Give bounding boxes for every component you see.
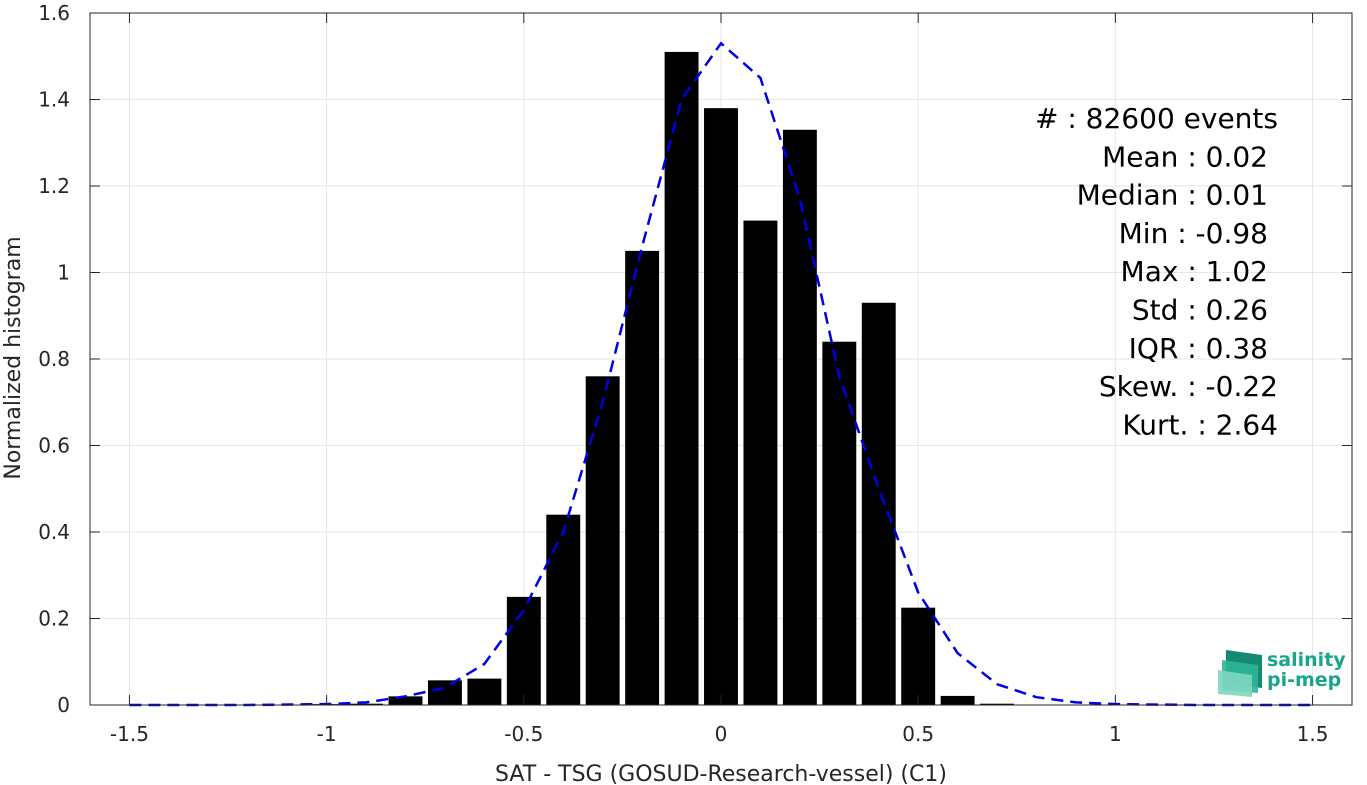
histogram-bar-11 <box>743 220 778 705</box>
x-tick-label-0: -1.5 <box>110 722 149 746</box>
histogram-bar-16 <box>940 695 975 705</box>
x-axis-ticks: -1.5 -1 -0.5 0 0.5 1 1.5 <box>110 13 1329 746</box>
y-tick-label-3: 0.6 <box>38 434 70 458</box>
stat-line-8: Kurt. : 2.64 <box>1122 408 1278 441</box>
histogram-bar-1 <box>349 703 384 705</box>
histogram-bar-15 <box>901 607 936 705</box>
stat-line-2: Median : 0.01 <box>1077 179 1268 212</box>
x-tick-label-1: -1 <box>317 722 337 746</box>
histogram-bar-9 <box>664 51 699 706</box>
x-axis-label: SAT - TSG (GOSUD-Research-vessel) (C1) <box>495 762 947 785</box>
histogram-bar-13 <box>822 341 857 705</box>
x-tick-label-6: 1.5 <box>1297 722 1329 746</box>
y-tick-label-2: 0.4 <box>38 520 70 544</box>
histogram-bar-6 <box>546 514 581 705</box>
logo-waves-icon <box>1218 650 1262 697</box>
y-axis-label: Normalized histogram <box>1 236 26 479</box>
histogram-bar-5 <box>506 596 541 705</box>
stat-line-5: Std : 0.26 <box>1132 294 1268 327</box>
x-tick-label-5: 1 <box>1109 722 1122 746</box>
fit-curve <box>129 41 1313 707</box>
histogram-bar-2 <box>388 696 423 705</box>
stat-line-6: IQR : 0.38 <box>1129 332 1268 365</box>
histogram-bar-4 <box>467 678 502 705</box>
y-tick-label-5: 1 <box>57 261 70 285</box>
x-tick-label-4: 0.5 <box>902 722 934 746</box>
stat-line-1: Mean : 0.02 <box>1102 140 1268 173</box>
y-tick-label-4: 0.8 <box>38 347 70 371</box>
stat-line-7: Skew. : -0.22 <box>1099 370 1278 403</box>
histogram-bars <box>309 51 1054 706</box>
y-axis-ticks: 0 0.2 0.4 0.6 0.8 1 1.2 1.4 1.6 <box>38 1 1352 717</box>
histogram-bar-17 <box>980 703 1015 705</box>
x-tick-label-3: 0 <box>715 722 728 746</box>
y-tick-label-6: 1.2 <box>38 174 70 198</box>
x-tick-label-2: -0.5 <box>504 722 543 746</box>
histogram-bar-3 <box>427 680 462 705</box>
stat-line-0: # : 82600 events <box>1035 102 1278 135</box>
stat-line-4: Max : 1.02 <box>1121 255 1268 288</box>
y-tick-label-0: 0 <box>57 693 70 717</box>
histogram-bar-10 <box>704 108 738 705</box>
histogram-bar-7 <box>585 376 620 705</box>
histogram-bar-8 <box>625 250 660 705</box>
logo-line-salinity: salinity <box>1267 649 1346 671</box>
y-tick-label-1: 0.2 <box>38 607 70 631</box>
histogram-bar-14 <box>861 302 896 705</box>
stat-line-3: Min : -0.98 <box>1119 217 1268 250</box>
statistics-box: # : 82600 events Mean : 0.02 Median : 0.01… <box>1035 102 1278 441</box>
fit-curve-layer <box>129 41 1313 707</box>
logo-line-pi-mep: pi-mep <box>1267 669 1341 691</box>
salinity-pi-mep-logo: salinity pi-mep <box>1218 649 1346 697</box>
y-tick-label-7: 1.4 <box>38 88 70 112</box>
histogram-bar-12 <box>782 129 817 705</box>
y-tick-label-8: 1.6 <box>38 1 70 25</box>
